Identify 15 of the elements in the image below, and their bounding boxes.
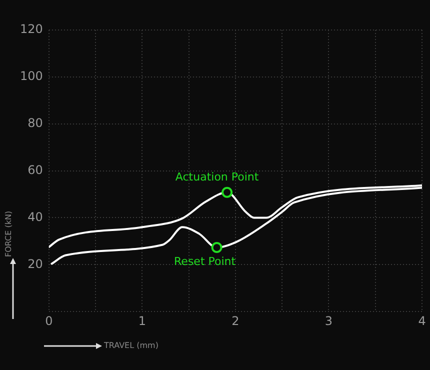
x-tick-label: 1 <box>138 314 146 328</box>
x-tick-label: 3 <box>324 314 333 328</box>
y-tick-label: 60 <box>28 162 43 177</box>
x-tick-label: 2 <box>232 314 240 328</box>
x-axis-title: TRAVEL (mm) <box>104 341 158 350</box>
y-tick-label: 120 <box>20 22 43 36</box>
annotation: Actuation Point <box>175 170 260 184</box>
y-tick-label: 40 <box>28 210 43 224</box>
y-tick-label: 80 <box>28 116 43 130</box>
annotation: Reset Point <box>174 254 236 268</box>
y-tick-label: 20 <box>28 256 43 271</box>
y-tick-label: 100 <box>20 69 43 84</box>
x-tick-label: 4 <box>418 314 426 328</box>
x-tick-label: 0 <box>45 314 53 328</box>
y-axis-title: FORCE (kN) <box>4 210 14 257</box>
